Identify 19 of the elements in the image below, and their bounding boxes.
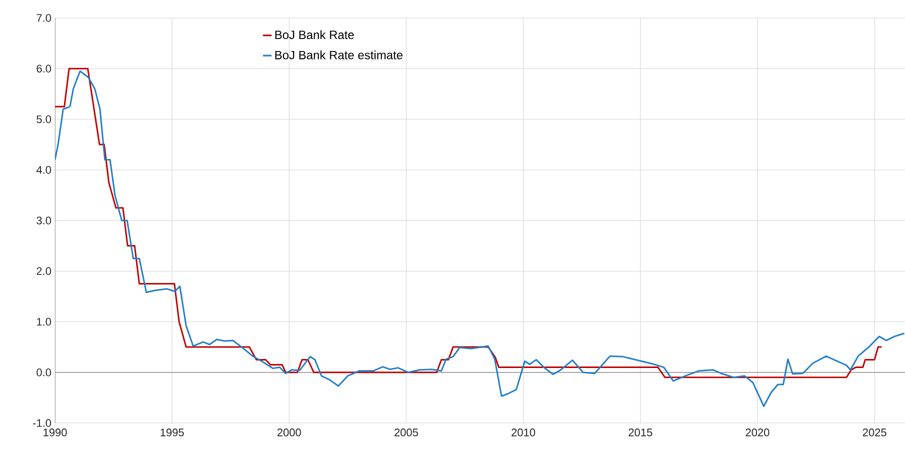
- x-tick-label: 2005: [394, 428, 418, 436]
- y-tick-label: 7.0: [36, 14, 52, 22]
- legend-label: BoJ Bank Rate estimate: [275, 50, 403, 60]
- x-tick-label: 2020: [746, 428, 770, 436]
- y-tick-label: 4.0: [36, 166, 52, 174]
- y-tick-label: -1.0: [33, 419, 52, 427]
- x-tick-label: 2010: [512, 428, 536, 436]
- y-tick-label: 5.0: [36, 115, 52, 124]
- x-tick-label: 1990: [44, 428, 67, 436]
- y-tick-label: 6.0: [36, 64, 52, 73]
- y-tick-label: 1.0: [37, 318, 52, 326]
- y-tick-label: 2.0: [36, 267, 52, 276]
- x-tick-label: 1995: [160, 428, 184, 436]
- y-tick-label: 3.0: [36, 216, 52, 224]
- legend-label: BoJ Bank Rate: [275, 30, 354, 40]
- x-tick-label: 2025: [862, 428, 886, 436]
- x-tick-label: 2000: [277, 428, 301, 436]
- x-tick-label: 2015: [628, 428, 652, 436]
- y-tick-label: 0.0: [36, 368, 52, 376]
